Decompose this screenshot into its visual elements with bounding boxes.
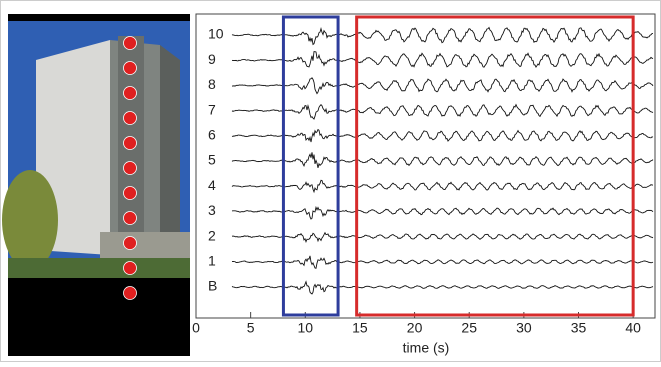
trace-label: 7: [208, 101, 216, 117]
plot-area: [195, 13, 656, 319]
sensor-dot: [123, 61, 137, 75]
trace-label: 5: [208, 152, 216, 168]
x-tick-label: 35: [571, 320, 587, 336]
waveform: [231, 205, 654, 220]
waveform: [231, 26, 654, 46]
x-axis-label: time (s): [403, 340, 450, 356]
trace-label: 2: [208, 227, 216, 243]
trace-label: B: [208, 278, 217, 294]
x-tick-label: 10: [297, 320, 313, 336]
x-tick-label: 20: [407, 320, 423, 336]
sensor-dot: [123, 186, 137, 200]
x-tick-label: 0: [192, 320, 200, 336]
lawn: [8, 258, 190, 278]
trace-label: 9: [208, 51, 216, 67]
building-edge: [160, 45, 180, 255]
trace-label: 8: [208, 76, 216, 92]
bottom-band: [8, 278, 190, 356]
waveform: [231, 103, 654, 120]
trace-label: 1: [208, 253, 216, 269]
x-tick-label: 25: [461, 320, 477, 336]
waveform: [231, 51, 654, 69]
waveform: [231, 255, 654, 269]
sensor-dot: [123, 161, 137, 175]
top-band: [8, 14, 190, 21]
waveform: [231, 152, 654, 168]
x-tick-label: 15: [352, 320, 368, 336]
sensor-dot: [123, 211, 137, 225]
waveform: [231, 280, 654, 295]
sensor-dot: [123, 136, 137, 150]
waveform: [231, 231, 654, 243]
trace-label: 3: [208, 202, 216, 218]
sensor-dots: [123, 36, 137, 300]
sensor-dot: [123, 236, 137, 250]
waveform: [231, 179, 654, 194]
x-tick-label: 5: [247, 320, 255, 336]
tree: [2, 170, 58, 270]
sensor-dot: [123, 36, 137, 50]
trace-label: 10: [208, 26, 224, 42]
sensor-dot: [123, 261, 137, 275]
highlight-box: [355, 15, 635, 317]
x-tick-label: 30: [516, 320, 532, 336]
sensor-dot: [123, 111, 137, 125]
waveform: [231, 128, 654, 143]
building-photo: [2, 14, 190, 356]
sensor-dot: [123, 286, 137, 300]
highlight-box: [281, 15, 340, 317]
waveform: [231, 77, 654, 95]
x-tick-label: 40: [625, 320, 641, 336]
sensor-dot: [123, 86, 137, 100]
trace-label: 6: [208, 127, 216, 143]
trace-label: 4: [208, 177, 216, 193]
